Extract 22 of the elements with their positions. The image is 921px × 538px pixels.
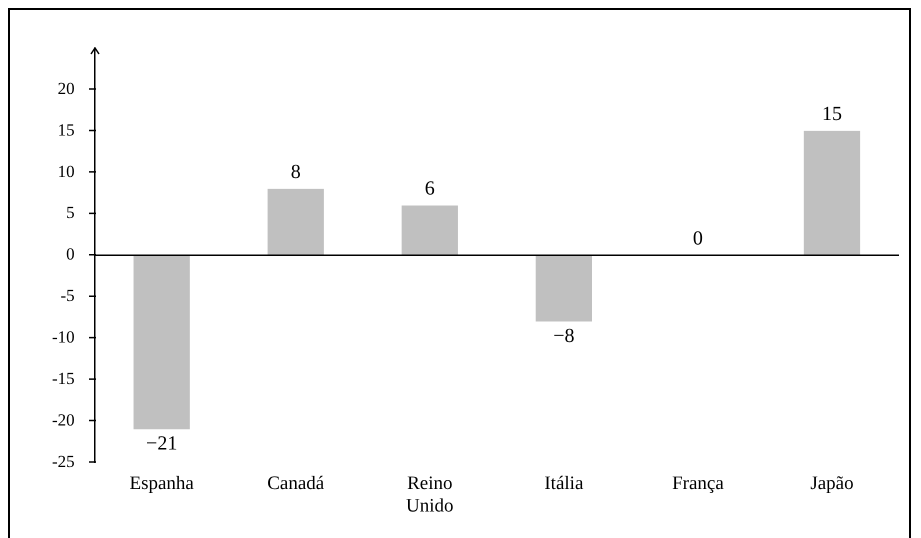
data-label: −21 xyxy=(146,432,178,454)
x-tick-label: Reino Unido xyxy=(406,472,454,517)
x-tick-label: Canadá xyxy=(267,472,325,494)
y-tick-label: 0 xyxy=(66,244,75,264)
y-tick-label: -20 xyxy=(52,410,75,430)
y-tick-label: 5 xyxy=(66,203,75,222)
y-tick-label: -10 xyxy=(52,328,75,347)
x-tick-label: Espanha xyxy=(130,472,194,494)
y-tick-label: -5 xyxy=(60,286,75,306)
y-tick-label: 20 xyxy=(58,78,75,98)
data-label: 0 xyxy=(692,227,703,250)
data-label: 15 xyxy=(822,103,842,126)
y-tick-label: -15 xyxy=(52,368,75,388)
data-label: −8 xyxy=(553,324,574,347)
data-label: 8 xyxy=(290,161,301,184)
y-tick-label: 10 xyxy=(58,162,75,181)
y-tick-label: -25 xyxy=(52,452,75,471)
x-tick-label: França xyxy=(672,472,724,494)
y-tick-label: 15 xyxy=(58,120,75,140)
x-tick-label: Japão xyxy=(810,472,854,494)
x-tick-label: Itália xyxy=(544,472,584,494)
data-label: 6 xyxy=(424,178,435,200)
